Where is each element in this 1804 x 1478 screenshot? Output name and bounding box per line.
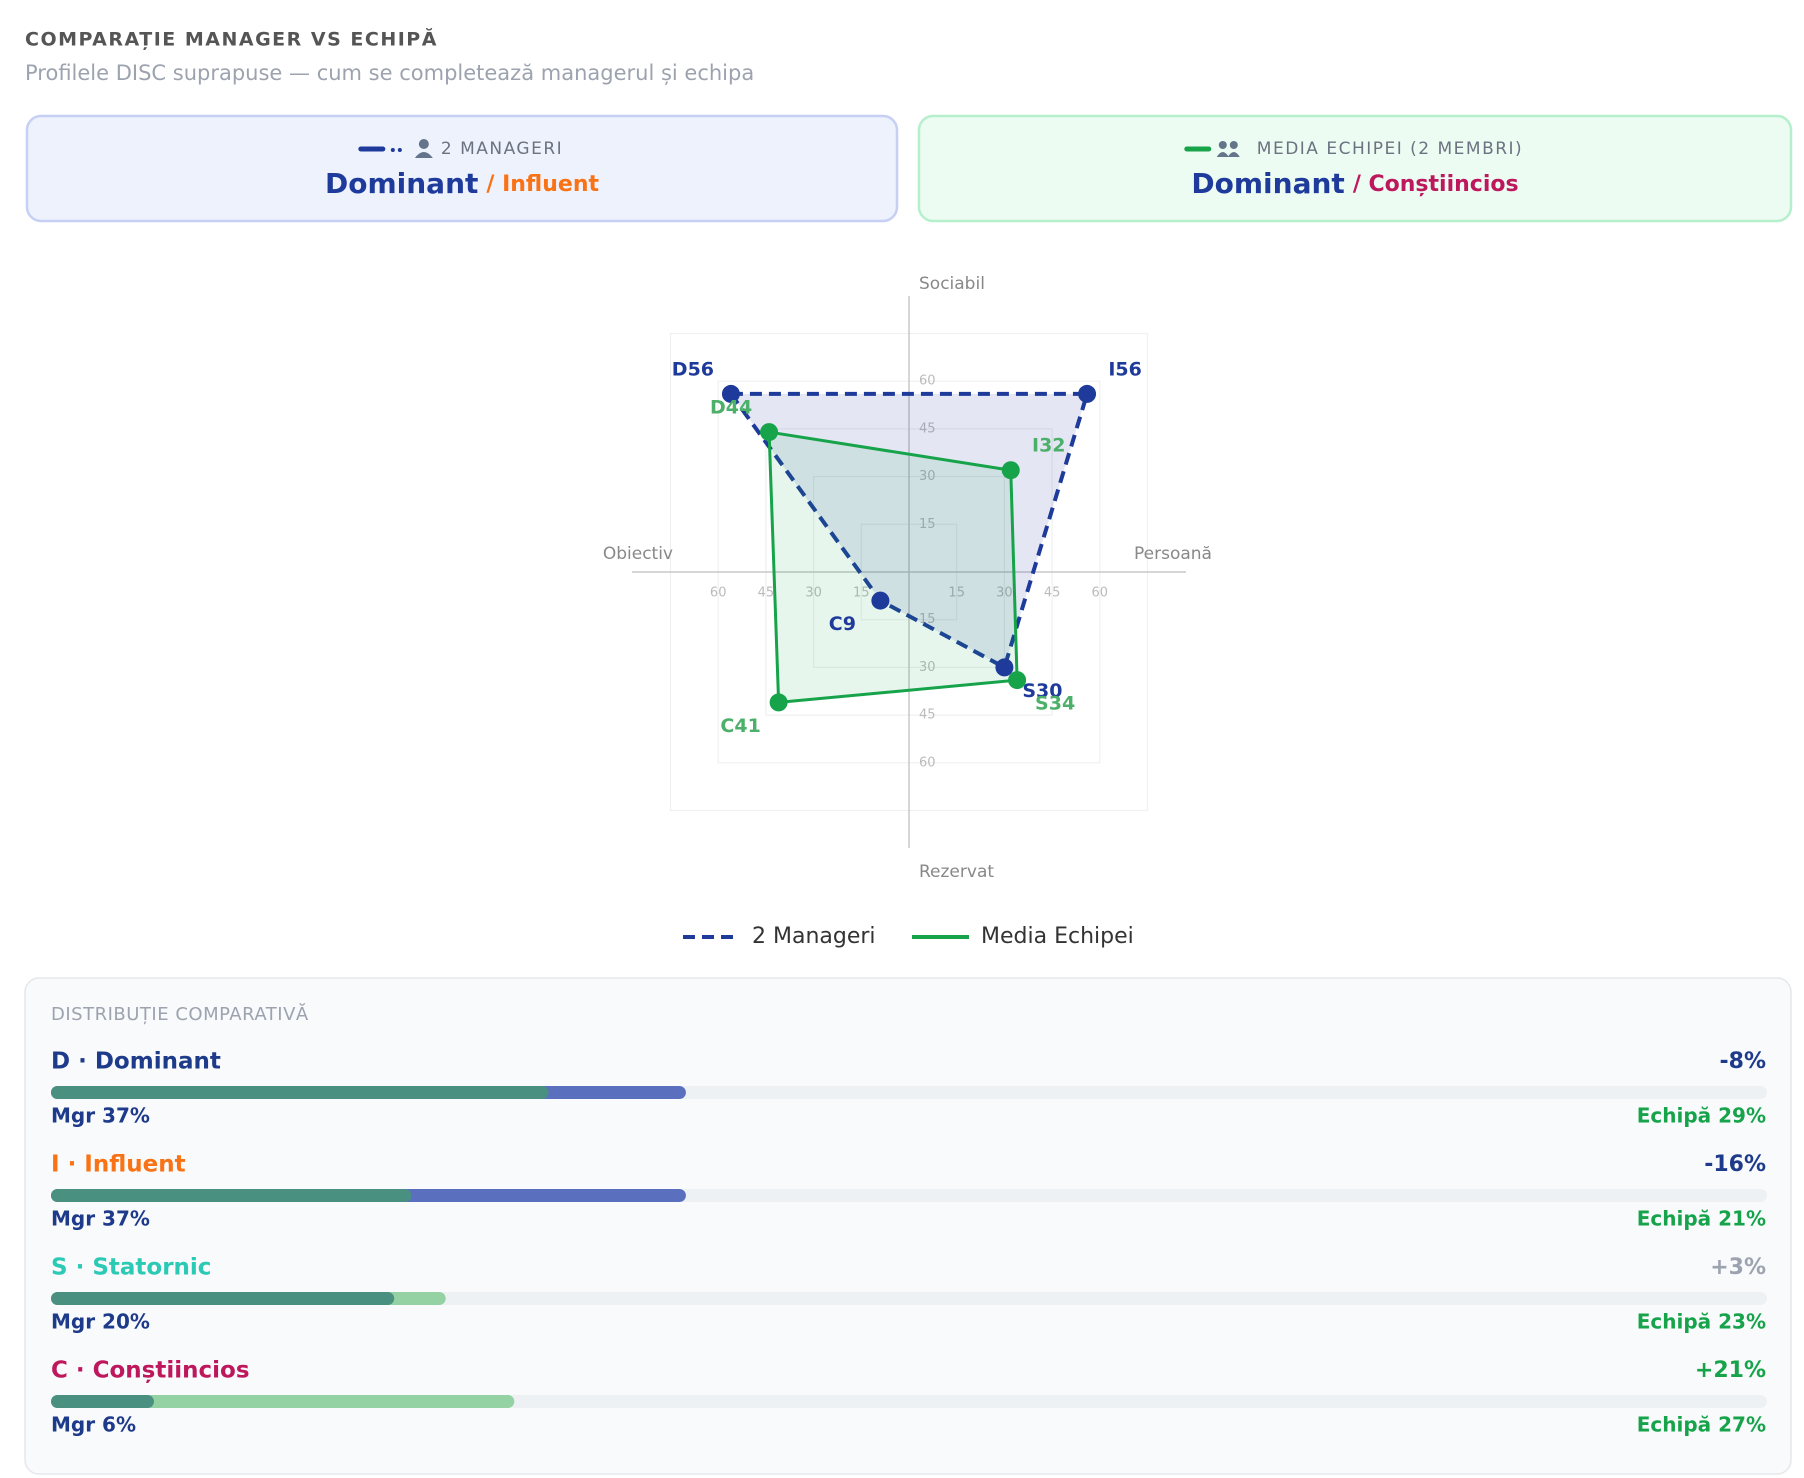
- point-label: D56: [672, 358, 714, 380]
- people-icon: [1229, 141, 1238, 149]
- card-profile: Dominant / Conștiincios: [1191, 167, 1518, 200]
- point-label: D44: [710, 397, 752, 419]
- profile-primary: Dominant: [325, 167, 478, 200]
- person-icon: [418, 139, 429, 149]
- manager-value: Mgr 20%: [51, 1310, 150, 1334]
- data-point: [760, 423, 779, 442]
- tick-label: 30: [919, 660, 936, 675]
- people-icon: [1216, 152, 1229, 157]
- axis-label: Obiectiv: [603, 544, 673, 564]
- row-diff: -16%: [1704, 1152, 1766, 1177]
- team-value: Echipă 21%: [1637, 1207, 1766, 1231]
- team-value: Echipă 27%: [1637, 1413, 1766, 1437]
- row-diff: -8%: [1720, 1049, 1766, 1074]
- row-label: I · Influent: [51, 1152, 186, 1178]
- data-point: [995, 658, 1014, 677]
- tick-label: 60: [1092, 586, 1109, 601]
- tick-label: 60: [919, 374, 936, 389]
- data-point: [1001, 461, 1020, 480]
- team-card: [917, 114, 1793, 223]
- distribution-panel: [24, 977, 1792, 1475]
- tick-label: 15: [853, 586, 870, 601]
- card-label: MEDIA ECHIPEI (2 MEMBRI): [1257, 139, 1523, 159]
- card-label: 2 MANAGERI: [441, 139, 563, 159]
- card-label-group: 2 MANAGERI: [358, 139, 563, 159]
- bar-track: [51, 1292, 1767, 1305]
- series-area: [767, 430, 1019, 704]
- data-point: [1008, 671, 1027, 690]
- section-title: COMPARAȚIE MANAGER VS ECHIPĂ: [25, 27, 438, 51]
- point-label: S34: [1035, 693, 1075, 715]
- point-label: I56: [1108, 358, 1142, 380]
- overlap-bar: [51, 1086, 549, 1099]
- profile-secondary: / Influent: [486, 172, 599, 197]
- axis-label: Rezervat: [919, 862, 994, 882]
- manager-value: Mgr 37%: [51, 1104, 150, 1128]
- point-label: C9: [829, 613, 856, 635]
- tick-label: 45: [919, 708, 936, 723]
- point-label: C41: [720, 715, 760, 737]
- distribution-title: DISTRIBUȚIE COMPARATIVĂ: [51, 1003, 309, 1025]
- row-label: C · Conștiincios: [51, 1358, 250, 1384]
- row-diff: +3%: [1710, 1255, 1766, 1280]
- manager-value: Mgr 37%: [51, 1207, 150, 1231]
- team-bar: [51, 1395, 515, 1408]
- series-area: [728, 391, 1090, 670]
- axis-label: Sociabil: [919, 274, 985, 294]
- tick-label: 45: [758, 586, 775, 601]
- row-label: S · Statornic: [51, 1255, 211, 1281]
- overlap-bar: [51, 1395, 154, 1408]
- data-point: [769, 693, 788, 712]
- people-icon: [1218, 141, 1227, 149]
- data-point: [1078, 384, 1097, 403]
- team-value: Echipă 23%: [1637, 1310, 1766, 1334]
- dot-icon: [390, 148, 395, 152]
- profile-secondary: / Conștiincios: [1353, 172, 1519, 197]
- person-icon: [414, 152, 433, 158]
- card-profile: Dominant / Influent: [325, 167, 600, 200]
- axis-label: Persoană: [1134, 544, 1212, 564]
- row-diff: +21%: [1695, 1358, 1766, 1383]
- manager-value: Mgr 6%: [51, 1413, 136, 1437]
- overlap-bar: [51, 1189, 412, 1202]
- card-label-group: MEDIA ECHIPEI (2 MEMBRI): [1184, 139, 1523, 159]
- tick-label: 15: [948, 586, 965, 601]
- legend-label: Media Echipei: [981, 924, 1134, 949]
- tick-label: 15: [919, 517, 936, 532]
- tick-label: 60: [919, 755, 936, 770]
- point-label: I32: [1032, 435, 1066, 457]
- section-subtitle: Profilele DISC suprapuse — cum se comple…: [25, 61, 754, 85]
- team-value: Echipă 29%: [1637, 1104, 1766, 1128]
- profile-primary: Dominant: [1191, 167, 1344, 200]
- dot-icon: [397, 148, 402, 152]
- tick-label: 45: [1044, 586, 1061, 601]
- people-icon: [1227, 152, 1240, 157]
- manager-card: [25, 114, 899, 223]
- tick-label: 30: [805, 586, 822, 601]
- legend-label: 2 Manageri: [752, 924, 876, 949]
- row-label: D · Dominant: [51, 1049, 221, 1075]
- point-label: S30: [1022, 680, 1062, 702]
- tick-label: 30: [996, 586, 1013, 601]
- tick-label: 30: [919, 469, 936, 484]
- tick-label: 45: [919, 421, 936, 436]
- tick-label: 60: [710, 586, 727, 601]
- overlap-bar: [51, 1292, 395, 1305]
- tick-label: 15: [919, 612, 936, 627]
- data-point: [871, 591, 890, 610]
- data-point: [721, 384, 740, 403]
